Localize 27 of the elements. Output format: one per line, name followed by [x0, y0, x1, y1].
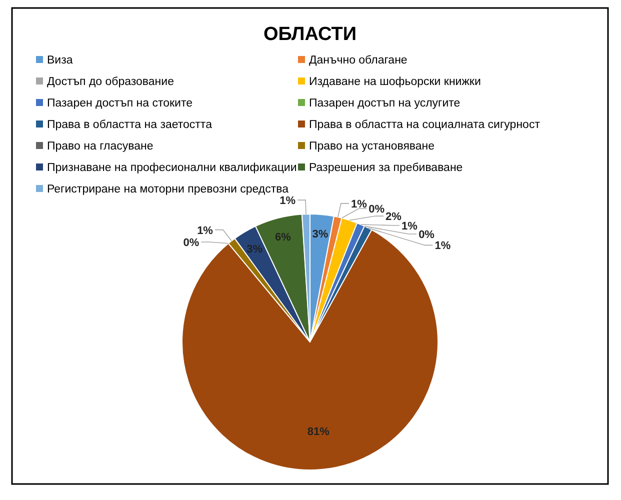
text: 0% — [183, 237, 200, 250]
legend-label: Признаване на професионални квалификации — [47, 162, 297, 174]
legend-label: Права в областта на социалната сигурност — [309, 119, 541, 131]
legend-label: Права в областта на заетостта — [47, 119, 213, 131]
legend-label: Издаване на шофьорски книжки — [309, 76, 481, 88]
legend-label: Пазарен достъп на стоките — [47, 98, 192, 110]
legend-label: Право на гласуване — [47, 140, 154, 152]
data-label: 1% — [350, 198, 368, 210]
legend-label: Данъчно облагане — [309, 54, 408, 66]
data-label: 1% — [280, 195, 296, 208]
chart-title: ОБЛАСТИ — [263, 24, 357, 45]
text: 0% — [368, 204, 385, 216]
data-label: 81% — [307, 426, 330, 438]
data-label: 1% — [402, 220, 418, 232]
text: 0% — [418, 229, 434, 242]
data-label: 3% — [246, 243, 263, 256]
data-label: 3% — [312, 228, 328, 241]
data-label: 6% — [274, 232, 292, 244]
legend-label: Достъп до образование — [47, 76, 174, 88]
legend-label: Разрешения за пребиваване — [309, 162, 463, 174]
legend-label: Виза — [47, 54, 74, 66]
data-label: 1% — [434, 240, 451, 252]
legend-label: Право на установяване — [309, 140, 435, 152]
data-label: 1% — [197, 224, 214, 237]
data-label: 2% — [386, 211, 402, 224]
legend-label: Пазарен достъп на услугите — [309, 98, 460, 110]
legend-label: Регистриране на моторни превозни средства — [47, 184, 290, 196]
